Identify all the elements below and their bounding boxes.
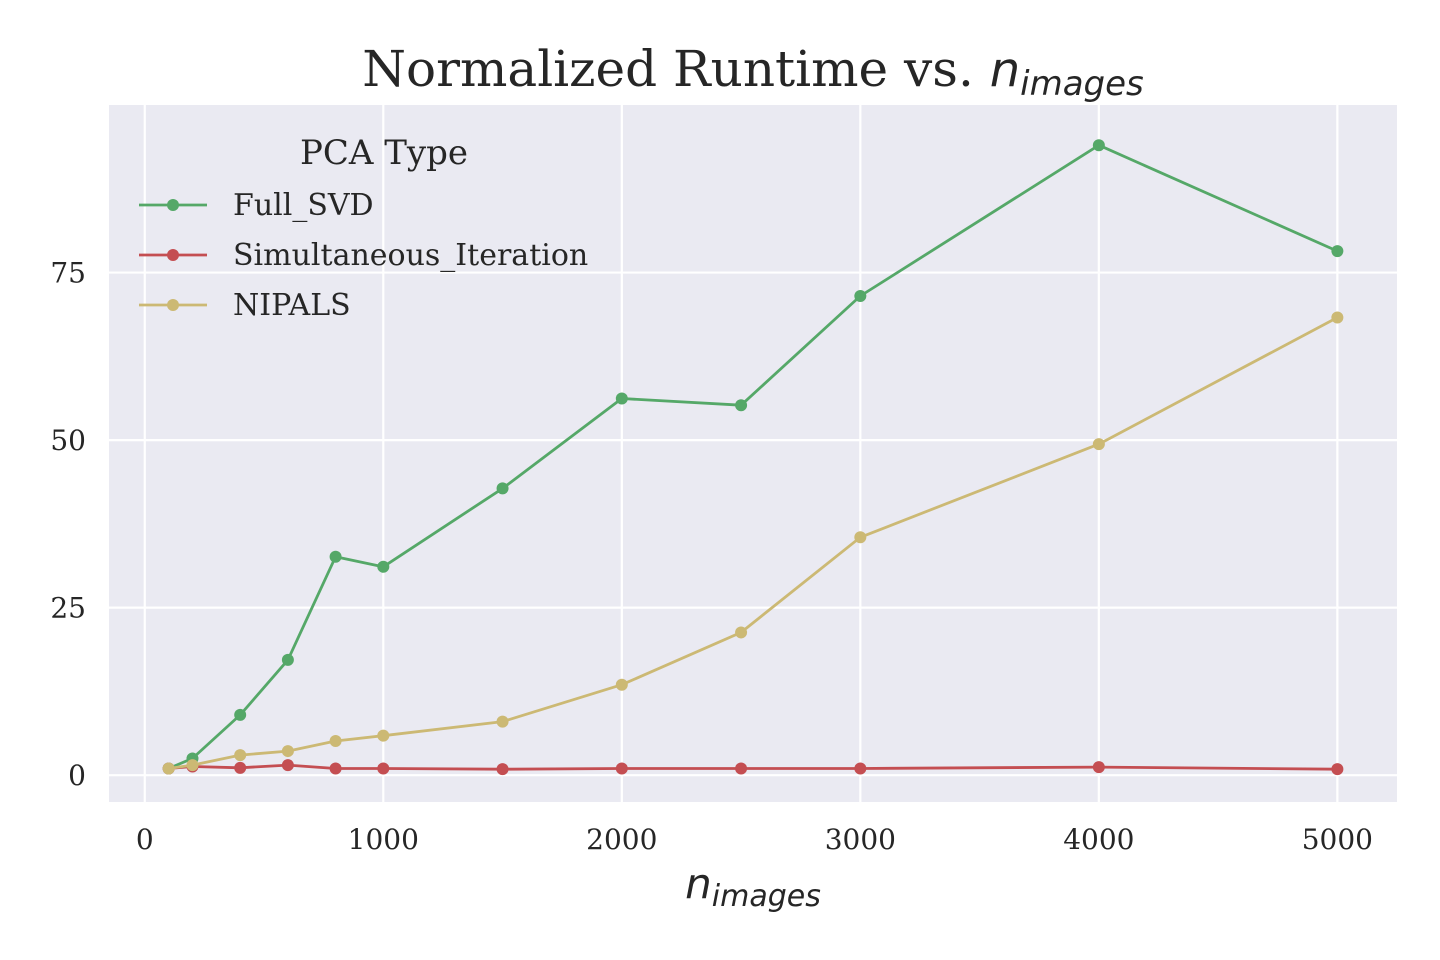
x-tick-label: 4000 — [1063, 823, 1134, 856]
gridlines — [109, 105, 1397, 802]
data-point — [234, 708, 247, 721]
chart-title: Normalized Runtime vs. nimages — [362, 40, 1144, 104]
chart-title-math-sub: images — [1020, 64, 1144, 104]
legend-marker — [167, 299, 179, 311]
series-nipals — [162, 311, 1344, 775]
data-point — [854, 290, 867, 303]
data-point — [234, 749, 247, 762]
data-point — [1331, 763, 1344, 776]
y-tick-label: 25 — [50, 592, 86, 625]
x-axis-label: nimages — [685, 859, 821, 914]
data-point — [735, 626, 748, 639]
series-line — [168, 143, 1338, 770]
series-full-svd — [162, 139, 1344, 775]
data-point — [281, 759, 294, 772]
legend-marker — [167, 199, 179, 211]
x-tick-label: 0 — [136, 823, 154, 856]
data-point — [281, 653, 294, 666]
legend-marker — [167, 249, 179, 261]
data-point — [329, 735, 342, 748]
data-point — [329, 762, 342, 775]
data-point — [615, 762, 628, 775]
data-point — [735, 762, 748, 775]
y-tick-label: 0 — [68, 759, 86, 792]
data-point — [1092, 139, 1105, 152]
data-point — [186, 759, 199, 772]
data-point — [377, 560, 390, 573]
data-point — [234, 761, 247, 774]
data-point — [377, 762, 390, 775]
y-tick-label: 50 — [50, 424, 86, 457]
data-point — [1092, 761, 1105, 774]
data-point — [735, 399, 748, 412]
data-point — [496, 715, 509, 728]
data-point — [496, 763, 509, 776]
data-point — [615, 392, 628, 405]
data-point — [854, 762, 867, 775]
x-tick-label: 2000 — [586, 823, 657, 856]
legend-label: Simultaneous_Iteration — [233, 238, 588, 273]
data-point — [615, 678, 628, 691]
x-tick-label: 5000 — [1302, 823, 1373, 856]
chart-title-text: Normalized Runtime vs. — [362, 40, 990, 98]
plot-area — [109, 105, 1397, 802]
y-tick-label: 75 — [50, 257, 86, 290]
x-tick-label: 3000 — [825, 823, 896, 856]
data-point — [162, 762, 175, 775]
data-point — [329, 550, 342, 563]
series-layer — [162, 139, 1344, 776]
data-point — [377, 729, 390, 742]
data-point — [281, 745, 294, 758]
legend-label: Full_SVD — [233, 188, 374, 223]
x-axis-label-math: n — [685, 859, 712, 908]
legend: PCA Type Full_SVD Simultaneous_Iteration N… — [139, 133, 588, 323]
x-tick-label: 1000 — [348, 823, 419, 856]
x-axis-label-math-sub: images — [712, 879, 821, 914]
legend-title: PCA Type — [300, 133, 468, 173]
data-point — [854, 531, 867, 544]
series-line — [168, 316, 1339, 770]
y-tick-labels: 0 25 50 75 — [50, 257, 86, 793]
legend-label: NIPALS — [233, 288, 351, 323]
x-tick-labels: 0 1000 2000 3000 4000 5000 — [136, 823, 1373, 856]
series-line — [168, 763, 1338, 771]
data-point — [1331, 245, 1344, 258]
chart-title-math: n — [990, 42, 1020, 98]
data-point — [1331, 311, 1344, 324]
data-point — [1092, 438, 1105, 451]
data-point — [496, 482, 509, 495]
